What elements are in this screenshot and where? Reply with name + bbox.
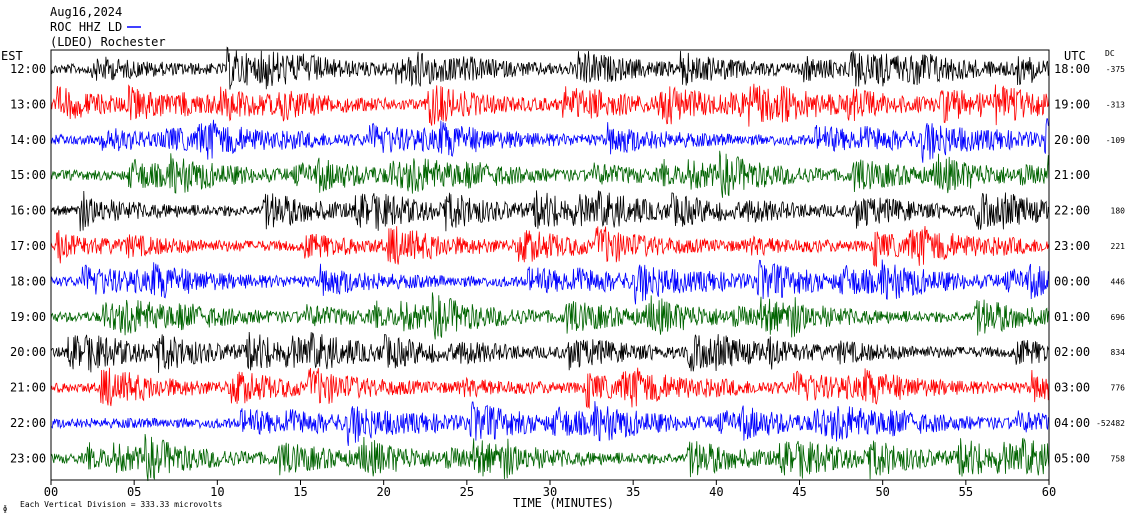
- x-tick-label: 60: [1042, 485, 1056, 499]
- est-label: 20:00: [10, 345, 46, 359]
- est-label: 19:00: [10, 310, 46, 324]
- dc-offset-label: -109: [1106, 136, 1125, 145]
- x-tick-label: 35: [626, 485, 640, 499]
- x-tick-label: 40: [709, 485, 723, 499]
- x-ticks: 00 05 10 15 20 25 30 35 40 45 50 55 60: [44, 480, 1056, 499]
- x-axis-title: TIME (MINUTES): [513, 496, 614, 510]
- dc-offset-label: 221: [1111, 242, 1126, 251]
- trace-1500: [50, 150, 1050, 198]
- utc-label: 22:00: [1054, 204, 1090, 218]
- est-label: 13:00: [10, 97, 46, 111]
- est-label: 22:00: [10, 416, 46, 430]
- date-label: Aug16,2024: [50, 5, 122, 19]
- utc-axis-title: UTC: [1064, 49, 1086, 63]
- trace-1300: [50, 83, 1050, 127]
- x-tick-label: 15: [293, 485, 307, 499]
- dc-title: DC: [1105, 49, 1115, 58]
- trace-1900: [50, 292, 1050, 340]
- trace-1200: [50, 46, 1050, 90]
- row-labels: 12:00 18:00 -375 13:00 19:00 -313 14:00 20:00 -1…: [10, 62, 1125, 465]
- utc-label: 21:00: [1054, 168, 1090, 182]
- trace-1800: [50, 259, 1050, 305]
- est-label: 15:00: [10, 168, 46, 182]
- est-label: 21:00: [10, 381, 46, 395]
- trace-2200: [50, 401, 1050, 446]
- utc-label: 18:00: [1054, 62, 1090, 76]
- trace-1700: [50, 225, 1050, 268]
- utc-label: 02:00: [1054, 345, 1090, 359]
- scale-note: Each Vertical Division = 333.33 microvol…: [20, 500, 222, 509]
- trace-2300: [50, 433, 1050, 482]
- est-label: 18:00: [10, 274, 46, 288]
- est-label: 23:00: [10, 451, 46, 465]
- x-tick-label: 50: [875, 485, 889, 499]
- dc-offset-label: 758: [1111, 454, 1126, 463]
- utc-label: 20:00: [1054, 133, 1090, 147]
- mini-logo: ɸ: [3, 505, 7, 513]
- dc-offset-label: 180: [1111, 207, 1126, 216]
- utc-label: 00:00: [1054, 274, 1090, 288]
- x-tick-label: 45: [792, 485, 806, 499]
- est-axis-title: EST: [1, 49, 23, 63]
- trace-1400: [50, 118, 1050, 163]
- trace-2100: [50, 367, 1050, 410]
- est-label: 12:00: [10, 62, 46, 76]
- trace-group: [50, 46, 1050, 482]
- utc-label: 04:00: [1054, 416, 1090, 430]
- network-label: (LDEO) Rochester: [50, 35, 166, 49]
- utc-label: 23:00: [1054, 239, 1090, 253]
- x-tick-label: 10: [210, 485, 224, 499]
- dc-offset-label: 446: [1111, 277, 1126, 286]
- est-label: 16:00: [10, 204, 46, 218]
- dc-offset-label: -375: [1106, 65, 1125, 74]
- dc-offset-label: 776: [1111, 384, 1126, 393]
- dc-offset-label: -52482: [1096, 419, 1125, 428]
- dc-offset-label: 696: [1111, 313, 1126, 322]
- dc-offset-label: -313: [1106, 100, 1125, 109]
- x-tick-label: 05: [127, 485, 141, 499]
- dc-offset-label: 834: [1111, 348, 1126, 357]
- x-tick-label: 30: [543, 485, 557, 499]
- utc-label: 05:00: [1054, 451, 1090, 465]
- trace-1600: [50, 190, 1050, 232]
- x-tick-label: 00: [44, 485, 58, 499]
- utc-label: 19:00: [1054, 97, 1090, 111]
- est-label: 14:00: [10, 133, 46, 147]
- utc-label: 01:00: [1054, 310, 1090, 324]
- trace-2000: [50, 331, 1050, 373]
- utc-label: 03:00: [1054, 381, 1090, 395]
- plot-frame: [50, 49, 1050, 481]
- est-label: 17:00: [10, 239, 46, 253]
- x-tick-label: 20: [376, 485, 390, 499]
- station-label: ROC HHZ LD: [50, 20, 122, 34]
- x-tick-label: 55: [959, 485, 973, 499]
- x-tick-label: 25: [460, 485, 474, 499]
